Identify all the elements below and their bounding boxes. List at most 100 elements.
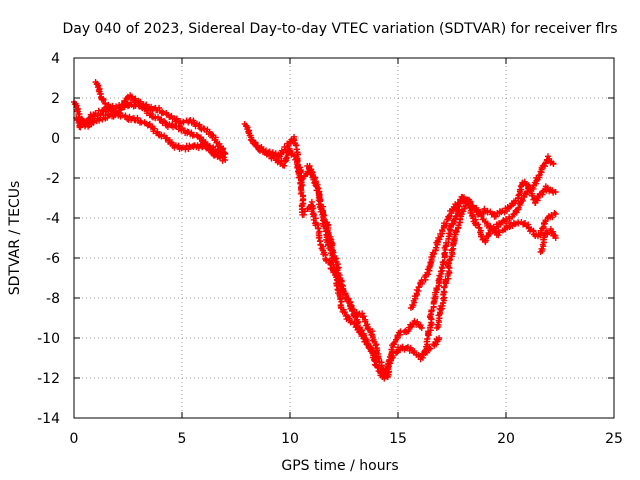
data-point [439,265,446,272]
data-point [484,220,491,227]
y-tick-label: -12 [37,371,60,387]
data-point [469,202,476,209]
data-point [407,344,414,351]
data-point [353,323,360,330]
data-point [511,221,518,228]
data-point [151,125,158,132]
data-point [175,142,182,149]
data-point [492,227,499,234]
data-point [342,290,349,297]
data-point [368,347,375,354]
data-point [445,263,452,270]
data-point [132,95,139,102]
data-point [85,117,92,124]
data-point [436,312,443,319]
data-point [158,133,165,140]
data-point [316,193,323,200]
data-point [417,322,424,329]
data-point [220,145,227,152]
data-point [552,211,559,217]
series-arc-3 [92,79,229,157]
data-point [550,161,557,167]
y-tick-label: -6 [46,251,60,267]
data-point [351,320,358,327]
data-point [202,138,209,145]
y-tick-label: 0 [51,131,60,147]
data-point [137,98,144,105]
data-point [355,311,362,318]
data-point [329,257,336,264]
data-point [378,362,385,369]
data-point [478,233,485,240]
data-point [411,299,418,306]
series-arc-5 [248,133,425,379]
data-point [244,124,251,131]
data-point [552,235,559,241]
data-point [154,128,161,135]
data-point [206,143,213,149]
data-point [424,335,431,342]
data-point [77,124,84,131]
data-point [552,189,559,195]
data-point [79,120,86,127]
data-point [437,273,444,280]
data-point [287,147,294,154]
data-point [405,343,411,350]
series-arc-8 [420,183,559,357]
data-point [323,256,330,263]
data-point [431,250,438,257]
data-point [266,148,273,155]
data-point [298,189,305,196]
data-point [427,314,434,321]
data-point [100,96,107,103]
data-point [539,191,546,198]
series-arc-1 [71,99,229,164]
data-point [441,294,448,301]
x-tick-label: 10 [281,431,299,447]
series-arc-9 [433,196,559,331]
data-point [96,117,103,124]
data-point [495,224,502,231]
y-tick-label: -14 [37,411,60,427]
chart-title: Day 040 of 2023, Sidereal Day-to-day VTE… [62,21,617,37]
x-tick-label: 5 [178,431,187,447]
data-point [94,112,101,119]
data-point [438,270,445,277]
data-point [307,166,314,173]
data-point [362,336,369,343]
data-point [156,104,163,111]
data-point [222,151,229,157]
data-point [411,317,418,324]
data-point [551,209,558,216]
data-point [453,228,460,235]
data-point [538,166,545,173]
data-point [438,233,445,240]
data-point [441,283,448,290]
data-point [527,187,534,194]
data-point [148,110,155,117]
data-point [467,199,474,206]
data-point [208,147,215,154]
data-point [503,208,510,215]
data-point [122,112,129,119]
data-point [373,355,380,361]
data-point [168,112,175,119]
data-point [446,213,453,220]
data-point [439,228,446,235]
series-arc-10 [537,226,559,255]
data-point [254,144,261,151]
data-point [152,115,159,122]
data-point [331,265,338,272]
data-point [269,149,276,156]
data-point [337,303,344,310]
data-point [447,224,454,231]
data-point [549,214,556,221]
plot-frame [73,57,615,419]
data-point [510,211,517,218]
data-point [436,335,443,341]
data-point [484,209,491,216]
data-point [478,212,485,219]
data-point [201,125,208,132]
data-point [325,241,332,248]
